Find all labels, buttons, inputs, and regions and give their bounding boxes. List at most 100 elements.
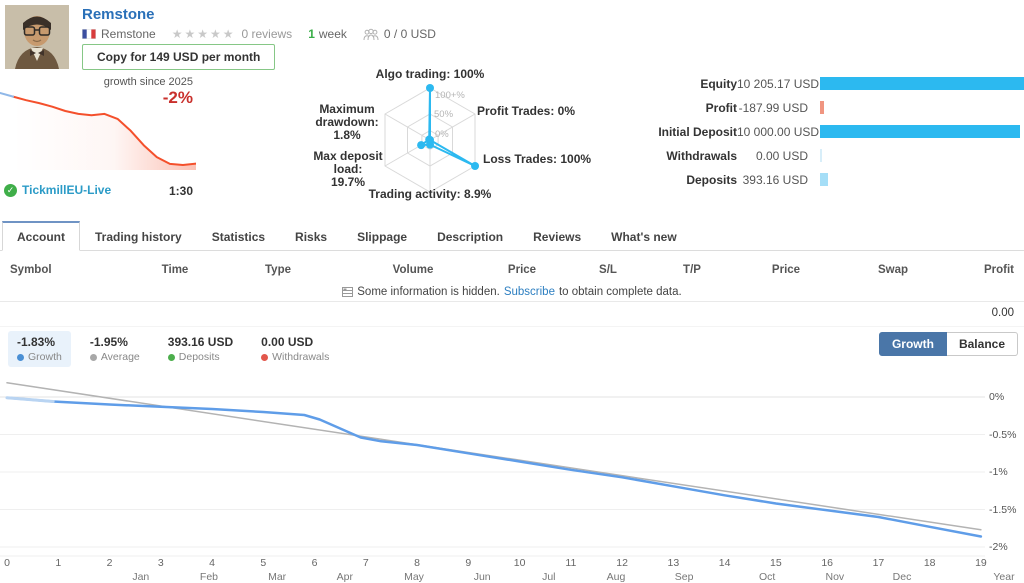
x-axis-tick: 9	[465, 557, 472, 569]
x-axis-tick: 17	[872, 557, 885, 569]
y-axis-tick: -1%	[989, 466, 1008, 478]
x-axis-tick: 14	[718, 557, 731, 569]
month-label: Aug	[606, 571, 626, 583]
stat-value: 10 205.17 USD	[737, 76, 820, 91]
avatar	[5, 5, 69, 69]
tab-what-s-new[interactable]: What's new	[611, 229, 677, 244]
rating-stars: ★★★★★	[171, 27, 236, 41]
chip-growth[interactable]: -1.83% Growth	[8, 331, 71, 367]
y-axis-tick: -1.5%	[989, 503, 1017, 516]
orders-table-header: Symbol Time Type Volume Price S/L T/P Price Swap…	[0, 264, 1024, 280]
column-header-t-p: T/P	[683, 264, 701, 276]
x-axis-tick: 19	[975, 557, 987, 569]
age-number: 1	[308, 27, 315, 41]
stat-label: Deposits	[686, 172, 737, 187]
reviews-count[interactable]: 0 reviews	[241, 27, 293, 41]
growth-sparkline	[0, 90, 197, 170]
column-header-volume: Volume	[392, 264, 434, 276]
view-toggle: Growth Balance	[878, 332, 1018, 356]
radar-label-profit-trades: Profit Trades: 0%	[477, 104, 576, 118]
balance-view-button[interactable]: Balance	[946, 332, 1018, 356]
tab-description[interactable]: Description	[437, 229, 504, 244]
month-label: Nov	[825, 571, 845, 583]
chip-average[interactable]: -1.95% Average	[81, 331, 149, 367]
notice-text: Some information is hidden.	[357, 286, 500, 298]
stat-bar	[820, 125, 1020, 138]
stat-label: Equity	[700, 76, 737, 91]
chip-label: Growth	[17, 351, 62, 363]
column-header-swap: Swap	[877, 264, 909, 276]
svg-text:100+%: 100+%	[435, 90, 465, 101]
x-axis-tick: 2	[106, 557, 113, 569]
month-label: Mar	[268, 571, 287, 583]
x-axis-tick: 11	[565, 557, 577, 569]
chip-value: 0.00 USD	[261, 335, 314, 349]
tab-risks[interactable]: Risks	[295, 229, 328, 244]
age-group: 1 week	[308, 27, 347, 41]
stat-row-equity: Equity 10 205.17 USD	[640, 76, 1024, 91]
broker-row: ✓ TickmillEU-Live	[4, 183, 111, 197]
author-group: Remstone	[82, 27, 156, 41]
chip-value: -1.83%	[17, 335, 56, 349]
tab-statistics[interactable]: Statistics	[211, 229, 266, 244]
radar-label-trading-activity: Trading activity: 8.9%	[368, 187, 492, 201]
month-label: Jun	[473, 571, 491, 583]
risk-radar-chart: 100+% 50% 0%	[320, 63, 540, 218]
stat-bar	[820, 173, 828, 186]
column-header-symbol: Symbol	[10, 264, 52, 276]
chip-withdrawals[interactable]: 0.00 USD Withdrawals	[252, 331, 338, 367]
column-header-s-l: S/L	[599, 264, 617, 276]
leverage-value: 1:30	[168, 184, 193, 198]
x-axis-tick: 3	[157, 557, 164, 569]
subscribe-link[interactable]: Subscribe	[503, 286, 555, 298]
france-flag-icon	[82, 29, 96, 39]
x-axis-tick: 8	[414, 557, 420, 569]
rating-group: ★★★★★ 0 reviews	[172, 27, 292, 41]
svg-text:50%: 50%	[434, 109, 454, 120]
radar-label-maximum-drawdown: Maximum drawdown: 1.8%	[302, 103, 392, 142]
age-unit: week	[318, 27, 347, 41]
x-axis-tick: 13	[667, 557, 680, 569]
growth-value: -2%	[162, 88, 193, 107]
total-profit-value: 0.00	[991, 307, 1014, 319]
x-axis-tick: 16	[821, 557, 833, 569]
month-label: Jul	[542, 571, 556, 583]
chip-dot-icon	[167, 354, 175, 361]
chip-deposits[interactable]: 393.16 USD Deposits	[159, 331, 242, 367]
tab-reviews[interactable]: Reviews	[533, 229, 582, 244]
month-label: Jan	[132, 571, 150, 583]
month-label: Apr	[336, 571, 353, 583]
svg-text:0%: 0%	[435, 129, 449, 140]
author-name[interactable]: Remstone	[101, 27, 156, 41]
stat-label: Initial Deposit	[658, 124, 737, 139]
x-axis-tick: 10	[513, 557, 526, 569]
column-header-profit: Profit	[983, 264, 1014, 276]
stat-row-profit: Profit -187.99 USD	[640, 101, 1024, 115]
growth-chart	[0, 372, 1024, 558]
growth-caption: growth since 2025	[103, 76, 193, 88]
stat-row-initial-deposit: Initial Deposit 10 000.00 USD	[640, 124, 1024, 139]
page-title: Remstone	[82, 6, 155, 23]
stat-row-withdrawals: Withdrawals 0.00 USD	[640, 148, 1024, 163]
x-axis-tick: 7	[362, 557, 369, 569]
tab-account[interactable]: Account	[2, 221, 80, 251]
stat-value: 10 000.00 USD	[737, 124, 820, 139]
tab-trading-history[interactable]: Trading history	[95, 229, 182, 244]
radar-label-max-deposit-load: Max deposit load: 19.7%	[303, 150, 393, 189]
notice-text: to obtain complete data.	[558, 286, 682, 298]
growth-view-button[interactable]: Growth	[878, 332, 947, 356]
hidden-table-icon	[342, 287, 354, 297]
stat-bar-track	[820, 101, 1024, 114]
stat-value: 0.00 USD	[755, 148, 808, 163]
stat-bar-track	[820, 77, 1024, 90]
subscribers-group: 0 / 0 USD	[363, 27, 436, 41]
tab-slippage[interactable]: Slippage	[357, 229, 408, 244]
copy-signal-button[interactable]: Copy for 149 USD per month	[82, 44, 276, 70]
column-header-time: Time	[161, 264, 189, 276]
broker-link[interactable]: TickmillEU-Live	[22, 183, 112, 197]
x-axis-tick: 4	[209, 557, 215, 569]
chip-label: Withdrawals	[261, 351, 329, 363]
chip-label: Deposits	[167, 351, 233, 363]
hidden-info-notice: Some information is hidden. Subscribe to…	[0, 286, 1024, 298]
x-axis-tick: 6	[311, 557, 318, 569]
